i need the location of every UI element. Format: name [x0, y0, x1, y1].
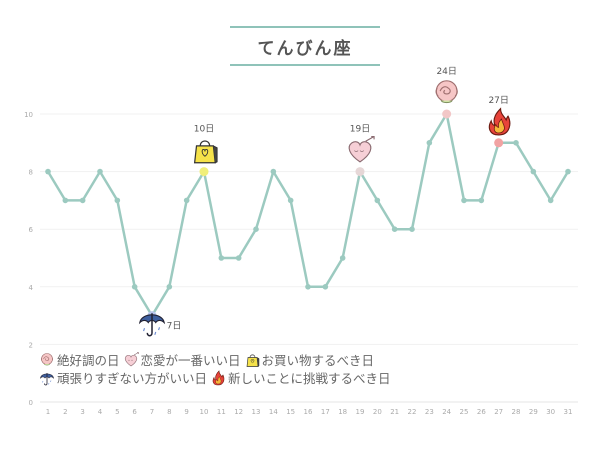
umbrella-icon	[138, 313, 166, 337]
x-tick-label: 25	[460, 408, 469, 416]
legend-label: 恋愛が一番いい日	[140, 353, 241, 368]
x-tick-label: 12	[234, 408, 243, 416]
heart-icon	[348, 135, 375, 163]
annotation-label: 10日	[194, 124, 214, 135]
legend-item-umbrella: 頑張りすぎない方がいい日	[38, 368, 207, 387]
legend-row-1: 絶好調の日 恋愛が一番いい日 お買い物するべき日	[38, 350, 376, 369]
data-point	[114, 197, 121, 204]
data-point	[131, 284, 138, 290]
annotation-label: 19日	[350, 124, 370, 135]
legend-label: 頑張りすぎない方がいい日	[57, 371, 208, 386]
x-tick-label: 31	[564, 408, 573, 416]
x-tick-label: 27	[494, 408, 503, 416]
y-tick-label: 8	[29, 169, 33, 177]
rose-icon	[38, 352, 56, 368]
data-point	[97, 168, 103, 175]
data-point	[305, 284, 311, 290]
data-point	[409, 226, 415, 232]
data-point	[45, 168, 51, 175]
annotation-label: 24日	[436, 66, 456, 77]
x-tick-label: 18	[338, 408, 347, 416]
x-tick-label: 29	[529, 408, 538, 416]
shopping-bag-icon	[243, 352, 261, 368]
highlight-point	[355, 167, 365, 177]
fire-icon	[209, 369, 227, 386]
annotation-label: 27日	[488, 95, 508, 106]
data-point	[62, 197, 69, 204]
rose-icon	[435, 80, 458, 104]
title-box: てんびん座	[230, 26, 380, 66]
x-tick-label: 23	[425, 408, 434, 416]
legend-label: 絶好調の日	[57, 353, 120, 368]
x-tick-label: 5	[115, 408, 119, 416]
y-tick-label: 0	[29, 399, 33, 407]
x-tick-label: 26	[477, 408, 486, 416]
y-tick-label: 2	[29, 341, 33, 349]
legend-item-heart: 恋愛が一番いい日	[122, 350, 241, 369]
legend-item-rose: 絶好調の日	[38, 350, 120, 369]
data-point	[478, 197, 485, 204]
x-tick-label: 20	[373, 408, 382, 416]
data-point	[374, 197, 381, 204]
x-tick-label: 7	[150, 408, 154, 416]
fire-icon	[488, 107, 511, 136]
y-tick-label: 10	[24, 111, 33, 119]
data-point	[513, 140, 519, 146]
x-tick-label: 11	[217, 408, 226, 416]
data-point	[322, 284, 329, 290]
legend-item-shopping-bag: お買い物するべき日	[243, 350, 375, 369]
data-point	[530, 168, 537, 175]
data-point	[426, 140, 433, 146]
legend-label: 新しいことに挑戦するべき日	[228, 371, 391, 386]
x-tick-label: 8	[167, 408, 171, 416]
x-tick-label: 22	[408, 408, 417, 416]
shopping-bag-icon	[193, 140, 218, 164]
x-tick-label: 6	[132, 408, 137, 416]
data-point	[287, 197, 294, 204]
data-point	[253, 226, 259, 232]
x-tick-label: 14	[269, 408, 278, 416]
x-tick-label: 28	[512, 408, 521, 416]
data-point	[339, 255, 346, 261]
highlight-point	[442, 109, 452, 119]
annotation-label: 7日	[167, 321, 182, 332]
x-tick-label: 13	[252, 408, 261, 416]
umbrella-icon	[38, 370, 56, 386]
y-tick-label: 6	[29, 226, 34, 234]
data-point	[79, 197, 86, 204]
data-point	[218, 255, 225, 261]
x-tick-label: 17	[321, 408, 330, 416]
data-point	[235, 255, 242, 261]
x-tick-label: 2	[63, 408, 67, 416]
highlight-point	[199, 167, 209, 177]
data-point	[391, 226, 398, 232]
data-point	[461, 197, 467, 204]
data-point	[547, 197, 554, 204]
x-tick-label: 30	[546, 408, 555, 416]
y-tick-label: 4	[29, 284, 34, 292]
x-tick-label: 15	[286, 408, 295, 416]
heart-icon	[122, 351, 140, 368]
x-tick-label: 3	[80, 408, 84, 416]
data-point	[565, 168, 571, 175]
data-point	[183, 197, 190, 204]
legend-item-fire: 新しいことに挑戦するべき日	[209, 368, 391, 387]
x-tick-label: 9	[184, 408, 188, 416]
data-point	[166, 284, 173, 290]
x-tick-label: 19	[356, 408, 365, 416]
x-tick-label: 24	[442, 408, 451, 416]
legend-row-2: 頑張りすぎない方がいい日 新しいことに挑戦するべき日	[38, 368, 393, 387]
data-point	[270, 168, 277, 175]
legend-label: お買い物するべき日	[261, 353, 375, 368]
highlight-point	[494, 138, 504, 148]
x-tick-label: 16	[304, 408, 313, 416]
chart-title: てんびん座	[257, 38, 353, 59]
x-tick-label: 21	[390, 408, 399, 416]
x-tick-label: 4	[98, 408, 103, 416]
x-tick-label: 1	[46, 408, 50, 416]
x-tick-label: 10	[200, 408, 209, 416]
